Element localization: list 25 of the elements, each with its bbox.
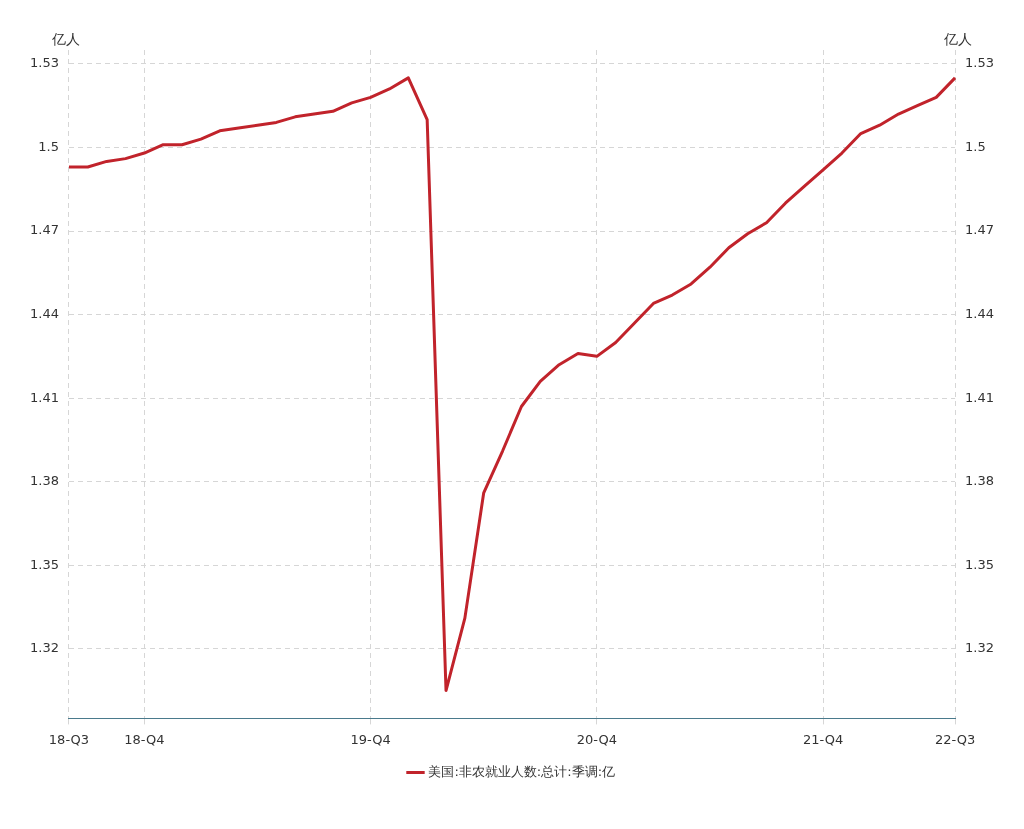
x-tick-label: 19-Q4 (350, 731, 391, 747)
y2-tick-label: 1.35 (965, 556, 995, 572)
y-tick-label: 1.35 (29, 556, 59, 572)
y2-tick-label: 1.41 (965, 389, 995, 405)
x-tick-label: 22-Q3 (934, 731, 976, 747)
y-tick-label: 1.44 (29, 305, 59, 321)
y2-tick-label: 1.32 (965, 640, 995, 656)
y-axis-title: 亿人 (51, 30, 80, 47)
legend-label: 美国:非农就业人数:总计:季调:亿 (428, 763, 616, 779)
x-tick-label: 21-Q4 (802, 731, 844, 747)
y-tick-label: 1.53 (29, 55, 59, 71)
y2-tick-label: 1.38 (965, 473, 995, 489)
x-tick-label: 18-Q4 (124, 731, 165, 747)
y2-axis-title: 亿人 (943, 30, 972, 47)
y2-tick-label: 1.5 (965, 138, 986, 154)
y2-tick-label: 1.44 (965, 305, 995, 321)
y-tick-label: 1.47 (29, 222, 59, 238)
x-tick-label: 18-Q3 (48, 731, 90, 747)
y-tick-label: 1.32 (29, 640, 59, 656)
y-tick-label: 1.38 (29, 473, 59, 489)
y2-tick-label: 1.47 (965, 222, 995, 238)
y2-tick-label: 1.53 (965, 55, 995, 71)
x-tick-label: 20-Q4 (576, 731, 617, 747)
y-tick-label: 1.41 (29, 389, 59, 405)
y-tick-label: 1.5 (38, 138, 59, 154)
